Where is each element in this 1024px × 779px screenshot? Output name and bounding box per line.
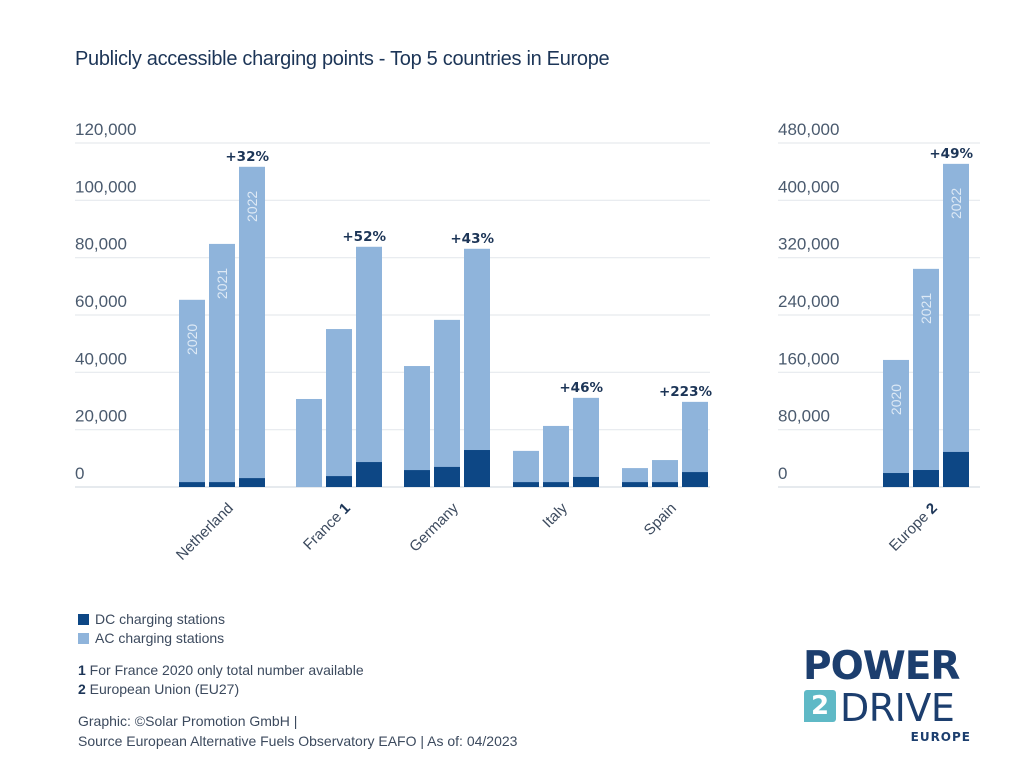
bar-ac bbox=[943, 163, 969, 488]
year-label: 2020 bbox=[184, 324, 200, 355]
legend: DC charging stations AC charging station… bbox=[78, 610, 225, 648]
bar-ac bbox=[179, 299, 205, 487]
growth-label: +49% bbox=[929, 146, 973, 162]
bar-dc bbox=[883, 473, 909, 487]
bar-ac bbox=[239, 166, 265, 487]
category-name: Europe bbox=[886, 509, 932, 555]
y-tick-label: 20,000 bbox=[75, 407, 127, 426]
y-tick-label: 0 bbox=[778, 464, 787, 483]
y-tick-label: 320,000 bbox=[778, 235, 839, 254]
bar-dc bbox=[464, 450, 490, 487]
bar-dc bbox=[622, 482, 648, 487]
bar-ac bbox=[404, 366, 430, 487]
bar-dc bbox=[943, 451, 969, 487]
legend-item-ac: AC charging stations bbox=[78, 629, 225, 648]
y-tick-label: 80,000 bbox=[778, 407, 830, 426]
right-bars bbox=[883, 163, 969, 488]
left-gridlines bbox=[75, 142, 710, 488]
bar-ac bbox=[513, 450, 539, 487]
category-label: Italy bbox=[539, 499, 571, 531]
bar-ac bbox=[296, 398, 322, 487]
y-tick-label: 160,000 bbox=[778, 349, 839, 368]
logo-two-badge-icon: 2 bbox=[804, 690, 836, 722]
footnote-text: For France 2020 only total number availa… bbox=[85, 662, 364, 678]
source-line-1: Graphic: ©Solar Promotion GmbH | bbox=[78, 713, 298, 729]
year-label: 2022 bbox=[948, 188, 964, 219]
y-tick-label: 240,000 bbox=[778, 292, 839, 311]
category-name: Netherland bbox=[173, 500, 237, 564]
bar-dc bbox=[404, 470, 430, 487]
category-label: Spain bbox=[641, 500, 680, 539]
bar-dc bbox=[652, 482, 678, 487]
bar-ac bbox=[464, 248, 490, 487]
year-label: 2021 bbox=[918, 293, 934, 324]
bar-dc bbox=[239, 478, 265, 487]
logo-power-text: POWER bbox=[803, 644, 960, 689]
y-tick-label: 100,000 bbox=[75, 177, 136, 196]
legend-label-ac: AC charging stations bbox=[95, 630, 225, 646]
bar-ac bbox=[883, 359, 909, 487]
y-tick-label: 40,000 bbox=[75, 349, 127, 368]
bar-ac bbox=[326, 329, 352, 487]
legend-swatch-dc bbox=[78, 614, 89, 625]
footnote-1: 1 For France 2020 only total number avai… bbox=[78, 661, 364, 680]
footnote-marker: 2 bbox=[78, 681, 86, 697]
y-tick-label: 120,000 bbox=[75, 120, 136, 139]
bar-dc bbox=[573, 476, 599, 487]
category-label: Europe2 bbox=[886, 500, 941, 555]
category-label: France1 bbox=[300, 500, 354, 554]
chart-canvas: 020,00040,00060,00080,000100,000120,000 … bbox=[75, 120, 980, 564]
bar-ac bbox=[356, 246, 382, 487]
growth-label: +43% bbox=[450, 231, 494, 247]
y-tick-label: 80,000 bbox=[75, 235, 127, 254]
y-tick-label: 0 bbox=[75, 464, 84, 483]
legend-swatch-ac bbox=[78, 633, 89, 644]
source-line-2: Source European Alternative Fuels Observ… bbox=[78, 733, 518, 749]
left-bars bbox=[179, 166, 708, 487]
chart-title: Publicly accessible charging points - To… bbox=[75, 48, 610, 70]
y-tick-label: 400,000 bbox=[778, 177, 839, 196]
logo-europe-text: EUROPE bbox=[910, 730, 971, 744]
footnote-text: European Union (EU27) bbox=[85, 681, 240, 697]
category-label: Netherland bbox=[173, 500, 237, 564]
bar-ac bbox=[434, 319, 460, 487]
legend-label-dc: DC charging stations bbox=[95, 611, 225, 627]
y-tick-label: 60,000 bbox=[75, 292, 127, 311]
y-tick-label: 480,000 bbox=[778, 120, 839, 139]
bar-ac bbox=[573, 397, 599, 487]
left-y-axis-ticks: 0 20,000 40,000 60,000 80,000 100,000 120,000 bbox=[75, 120, 136, 483]
category-name: Spain bbox=[641, 500, 680, 539]
growth-label: +32% bbox=[225, 149, 269, 165]
bar-dc bbox=[326, 476, 352, 487]
category-name: Italy bbox=[539, 499, 571, 531]
bar-ac bbox=[543, 425, 569, 487]
source-credit: Graphic: ©Solar Promotion GmbH | Source … bbox=[78, 711, 517, 751]
growth-label: +46% bbox=[559, 380, 603, 396]
footnote-2: 2 European Union (EU27) bbox=[78, 680, 364, 699]
bar-dc bbox=[513, 482, 539, 487]
bar-dc bbox=[179, 482, 205, 487]
bar-dc bbox=[682, 472, 708, 487]
year-label: 2020 bbox=[888, 384, 904, 415]
category-label: Germany bbox=[406, 499, 462, 555]
bar-dc bbox=[913, 470, 939, 487]
power2drive-logo: POWER 2 DRIVE EUROPE bbox=[803, 644, 973, 748]
legend-item-dc: DC charging stations bbox=[78, 610, 225, 629]
year-label: 2021 bbox=[214, 268, 230, 299]
bar-dc bbox=[209, 482, 235, 487]
right-y-axis-ticks: 0 80,000 160,000 240,000 320,000 400,000 480,0… bbox=[778, 120, 839, 483]
category-name: France bbox=[300, 509, 345, 554]
bar-dc bbox=[543, 482, 569, 487]
year-label: 2022 bbox=[244, 191, 260, 222]
growth-label: +52% bbox=[342, 229, 386, 245]
bar-dc bbox=[356, 462, 382, 487]
category-name: Germany bbox=[406, 499, 462, 555]
bar-ac bbox=[209, 243, 235, 487]
footnote-marker: 1 bbox=[78, 662, 86, 678]
growth-label: +223% bbox=[659, 384, 712, 400]
footnotes: 1 For France 2020 only total number avai… bbox=[78, 661, 364, 699]
logo-drive-text: DRIVE bbox=[840, 686, 955, 730]
bar-ac bbox=[913, 268, 939, 487]
bar-dc bbox=[434, 466, 460, 487]
